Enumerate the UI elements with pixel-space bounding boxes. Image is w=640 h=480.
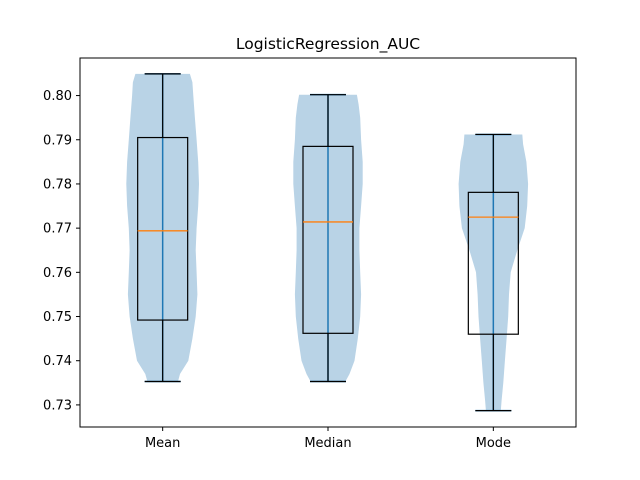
box-layer: [137, 73, 519, 412]
y-tick-label: 0.80: [43, 89, 72, 104]
y-tick-label: 0.79: [43, 133, 72, 148]
x-axis: Mean Median Mode: [145, 427, 511, 451]
x-tick-label-mean: Mean: [145, 436, 180, 451]
y-tick-label: 0.75: [43, 310, 72, 325]
y-tick-label: 0.76: [43, 266, 72, 281]
box-mean: [137, 136, 189, 321]
x-tick-label-median: Median: [304, 436, 351, 451]
box-median: [302, 145, 354, 334]
box-mode: [467, 191, 519, 335]
x-tick-label-mode: Mode: [476, 436, 511, 451]
y-tick-label: 0.74: [43, 354, 72, 369]
chart-title: LogisticRegression_AUC: [236, 35, 420, 54]
y-axis: 0.73 0.74 0.75 0.76 0.77 0.78 0.79 0.80: [43, 89, 80, 413]
y-tick-label: 0.78: [43, 177, 72, 192]
y-tick-label: 0.77: [43, 222, 72, 237]
y-tick-label: 0.73: [43, 398, 72, 413]
